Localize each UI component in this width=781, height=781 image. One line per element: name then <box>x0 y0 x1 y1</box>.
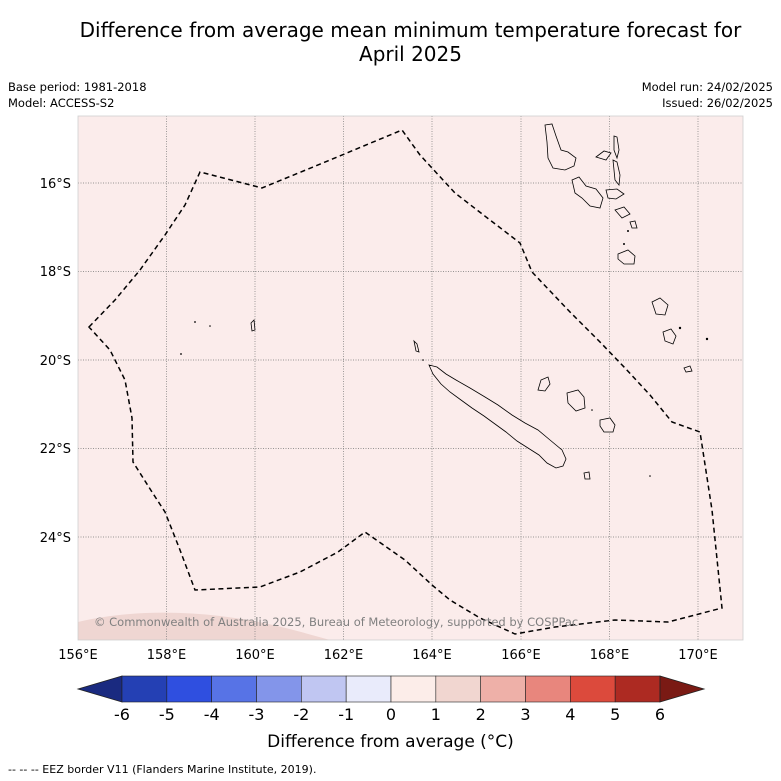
colorbar-cell <box>345 675 392 703</box>
colorbar-cell <box>301 675 347 703</box>
copyright-text: © Commonwealth of Australia 2025, Bureau… <box>94 615 578 629</box>
efate-island <box>617 249 636 265</box>
colorbar-cell <box>614 675 661 703</box>
lon-tick-158: 158°E <box>147 648 187 663</box>
belep-islet <box>413 339 420 353</box>
colorbar-tick-label: -6 <box>114 705 130 724</box>
meta-left: Base period: 1981-2018 Model: ACCESS-S2 <box>8 79 147 111</box>
isle-of-pines <box>583 471 591 480</box>
colorbar-tick-label: -3 <box>249 705 265 724</box>
anomaly-patch <box>78 612 330 640</box>
lat-tick-20s: 20°S <box>40 354 71 369</box>
epi-island <box>614 206 631 219</box>
meta-right: Model run: 24/02/2025 Issued: 26/02/2025 <box>642 79 773 111</box>
chart-title: Difference from average mean minimum tem… <box>40 18 781 66</box>
lon-tick-166: 166°E <box>501 648 541 663</box>
lon-tick-156: 156°E <box>58 648 98 663</box>
eez-border <box>87 129 723 635</box>
colorbar: -6 -5 -4 -3 -2 -1 0 1 2 3 4 5 6 <box>76 675 706 724</box>
colorbar-cells <box>121 675 661 703</box>
colorbar-label: Difference from average (°C) <box>267 732 514 752</box>
colorbar-cell <box>480 675 526 703</box>
colorbar-tick-label: 3 <box>520 705 530 724</box>
shepherd-islets <box>629 220 638 229</box>
ambae-island <box>595 150 612 161</box>
mare-island <box>599 417 616 433</box>
colorbar-tick-label: 5 <box>610 705 620 724</box>
malekula-island <box>571 176 604 209</box>
model-run: Model run: 24/02/2025 <box>641 80 773 94</box>
model-name: Model: ACCESS-S2 <box>8 96 115 110</box>
colorbar-tick-label: 0 <box>386 705 396 724</box>
colorbar-cell <box>525 675 571 703</box>
colorbar-tick-label: -1 <box>338 705 354 724</box>
colorbar-cell <box>211 675 257 703</box>
colorbar-cell <box>256 675 302 703</box>
colorbar-cell <box>166 675 212 703</box>
lon-tick-170: 170°E <box>678 648 718 663</box>
new-caledonia-island <box>428 364 567 469</box>
colorbar-extend-high <box>659 675 706 703</box>
title-line-1: Difference from average mean minimum tem… <box>79 18 742 42</box>
colorbar-tick-label: 6 <box>655 705 665 724</box>
pentecost-island <box>612 159 621 187</box>
lon-tick-168: 168°E <box>590 648 630 663</box>
lat-tick-labels: 16°S 18°S 20°S 22°S 24°S <box>40 177 71 546</box>
footer-note: -- -- -- EEZ border V11 (Flanders Marine… <box>8 763 317 776</box>
map-background <box>78 116 743 640</box>
lifou-island <box>566 389 586 412</box>
colorbar-cell <box>121 675 168 703</box>
aneityum-island <box>683 365 693 373</box>
colorbar-cell <box>570 675 616 703</box>
lon-tick-162: 162°E <box>324 648 364 663</box>
lon-tick-160: 160°E <box>235 648 275 663</box>
lat-tick-22s: 22°S <box>40 442 71 457</box>
colorbar-tick-label: 1 <box>431 705 441 724</box>
colorbar-tick-label: -4 <box>204 705 220 724</box>
ambrym-island <box>605 188 625 200</box>
colorbar-tick-label: -5 <box>159 705 175 724</box>
colorbar-tick-labels: -6 -5 -4 -3 -2 -1 0 1 2 3 4 5 6 <box>114 705 665 724</box>
landmasses <box>250 123 693 480</box>
colorbar-tick-label: 2 <box>476 705 486 724</box>
maewo-island <box>613 135 620 160</box>
map-frame <box>77 115 744 641</box>
colorbar-cell <box>390 675 437 703</box>
chesterfield-reef <box>250 319 256 332</box>
gridlines <box>78 116 743 640</box>
colorbar-extend-low <box>76 675 123 703</box>
lat-tick-24s: 24°S <box>40 531 71 546</box>
lat-tick-18s: 18°S <box>40 265 71 280</box>
erromango-island <box>651 297 669 316</box>
small-islets <box>180 230 709 477</box>
tanna-island <box>662 328 677 345</box>
colorbar-tick-label: 4 <box>565 705 575 724</box>
colorbar-cell <box>435 675 481 703</box>
lon-tick-labels: 156°E 158°E 160°E 162°E 164°E 166°E 168°… <box>58 648 718 663</box>
colorbar-tick-label: -2 <box>293 705 309 724</box>
base-period: Base period: 1981-2018 <box>8 80 147 94</box>
issued-date: Issued: 26/02/2025 <box>662 96 773 110</box>
ouvea-island <box>537 376 551 392</box>
espiritu-santo-island <box>544 123 577 171</box>
title-line-2: April 2025 <box>359 42 462 66</box>
lat-tick-16s: 16°S <box>40 177 71 192</box>
lon-tick-164: 164°E <box>412 648 452 663</box>
